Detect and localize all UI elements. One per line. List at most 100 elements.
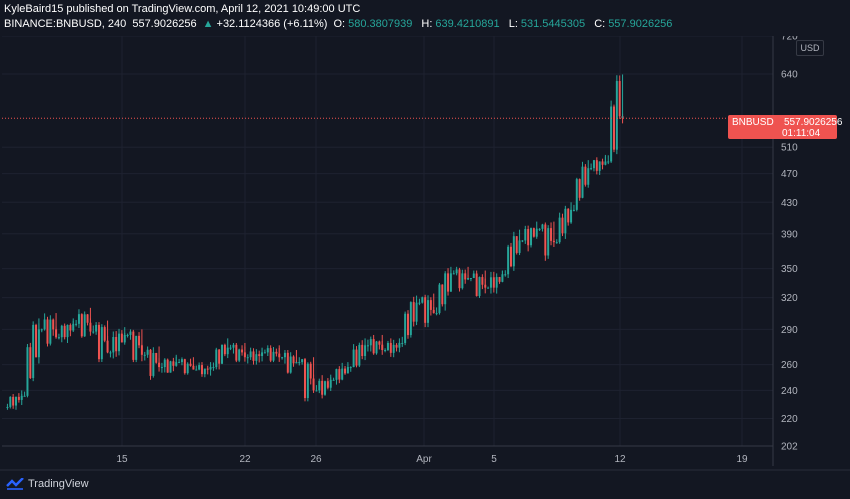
candle-body bbox=[467, 278, 470, 280]
candle-body bbox=[226, 347, 229, 355]
candle-body bbox=[461, 273, 464, 289]
candle-body bbox=[289, 356, 292, 373]
candle-body bbox=[12, 396, 15, 406]
candle-body bbox=[152, 352, 155, 376]
candle-body bbox=[404, 313, 407, 343]
x-tick-label: 12 bbox=[614, 454, 626, 465]
footer: TradingView bbox=[0, 472, 850, 499]
candle-body bbox=[69, 324, 72, 331]
candle-body bbox=[172, 361, 175, 366]
price-tag-symbol: BNBUSD bbox=[732, 117, 774, 128]
candle-body bbox=[415, 302, 418, 322]
candle-body bbox=[321, 380, 324, 395]
y-tick-label: 720 bbox=[781, 32, 798, 43]
candle-body bbox=[15, 396, 18, 406]
y-tick-label: 260 bbox=[781, 360, 798, 371]
candle-body bbox=[295, 362, 298, 364]
candle-body bbox=[592, 160, 595, 169]
candle-body bbox=[326, 381, 329, 388]
candle-body bbox=[109, 352, 112, 354]
candle-body bbox=[590, 168, 593, 170]
candle-body bbox=[427, 300, 430, 323]
candle-body bbox=[409, 302, 412, 336]
candle-body bbox=[364, 345, 367, 357]
candle-body bbox=[80, 314, 83, 337]
candle-body bbox=[63, 325, 66, 338]
candle-body bbox=[607, 161, 610, 163]
candle-body bbox=[223, 344, 226, 355]
candle-body bbox=[575, 179, 578, 210]
candle-body bbox=[303, 359, 306, 399]
candle-body bbox=[235, 344, 238, 361]
candle-body bbox=[252, 351, 255, 361]
candle-body bbox=[572, 209, 575, 211]
candle-body bbox=[266, 348, 269, 353]
candle-body bbox=[52, 319, 55, 330]
candle-body bbox=[123, 334, 126, 343]
candle-body bbox=[358, 344, 361, 366]
candle-body bbox=[203, 368, 206, 375]
candle-body bbox=[249, 351, 252, 358]
grid-lines bbox=[2, 35, 773, 447]
candle-body bbox=[547, 228, 550, 256]
candle-body bbox=[9, 396, 12, 407]
candle-body bbox=[504, 274, 507, 276]
y-tick-label: 430 bbox=[781, 198, 798, 209]
tradingview-logo[interactable]: TradingView bbox=[6, 478, 89, 490]
candle-body bbox=[355, 349, 358, 366]
candle-body bbox=[578, 179, 581, 198]
candle-body bbox=[507, 246, 510, 275]
y-tick-label: 640 bbox=[781, 69, 798, 80]
high-label: H: bbox=[421, 18, 433, 30]
candle-body bbox=[464, 273, 467, 280]
y-tick-label: 220 bbox=[781, 414, 798, 425]
candle-body bbox=[489, 277, 492, 288]
candle-body bbox=[306, 363, 309, 399]
candle-body bbox=[272, 351, 275, 361]
close-label: C: bbox=[594, 18, 606, 30]
candle-body bbox=[46, 319, 49, 344]
candle-body bbox=[206, 368, 209, 370]
candle-body bbox=[283, 352, 286, 358]
tradingview-icon bbox=[6, 478, 24, 490]
candle-body bbox=[344, 368, 347, 374]
candle-body bbox=[32, 324, 35, 379]
candle-body bbox=[200, 365, 203, 375]
currency-badge[interactable]: USD bbox=[796, 40, 824, 56]
candle-body bbox=[275, 351, 278, 354]
candle-body bbox=[126, 334, 129, 336]
candle-body bbox=[175, 362, 178, 366]
candle-body bbox=[246, 357, 249, 359]
candle-body bbox=[341, 368, 344, 380]
candle-body bbox=[66, 324, 69, 338]
candle-body bbox=[29, 347, 32, 379]
candle-body bbox=[229, 347, 232, 349]
candle-body bbox=[444, 273, 447, 305]
candle-body bbox=[20, 395, 23, 400]
candle-body bbox=[512, 236, 515, 267]
y-tick-label: 240 bbox=[781, 386, 798, 397]
candle-body bbox=[386, 342, 389, 351]
y-tick-label: 390 bbox=[781, 229, 798, 240]
candle-body bbox=[100, 327, 103, 360]
candle-body bbox=[501, 274, 504, 282]
symbol-label[interactable]: BINANCE:BNBUSD, 240 bbox=[4, 18, 127, 30]
candle-body bbox=[612, 106, 615, 150]
candle-body bbox=[335, 369, 338, 380]
candle-body bbox=[366, 345, 369, 347]
candle-body bbox=[527, 229, 530, 246]
chart-header: KyleBaird15 published on TradingView.com… bbox=[0, 0, 850, 36]
candle-body bbox=[595, 160, 598, 171]
candle-body bbox=[398, 342, 401, 348]
candle-body bbox=[215, 349, 218, 368]
candle-body bbox=[255, 354, 258, 361]
candle-body bbox=[541, 224, 544, 229]
up-arrow-icon: ▲ bbox=[202, 18, 214, 30]
candle-body bbox=[535, 228, 538, 237]
candle-body bbox=[298, 362, 301, 364]
candle-body bbox=[349, 367, 352, 369]
price-tag-value: 557.9026256 bbox=[784, 117, 843, 128]
candle-body bbox=[103, 327, 106, 341]
candle-body bbox=[478, 277, 481, 296]
